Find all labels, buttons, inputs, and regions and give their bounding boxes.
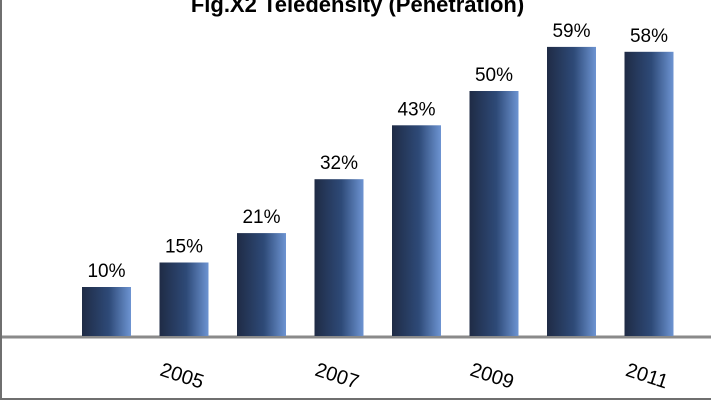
data-label-2004: 10% <box>87 261 125 282</box>
bar-2010 <box>547 46 596 337</box>
data-label-2006: 21% <box>242 207 280 228</box>
data-label-2005: 15% <box>165 237 203 258</box>
bar-2004 <box>82 287 131 336</box>
x-tick-label-2011: 2011 <box>623 359 671 393</box>
data-label-2011: 58% <box>630 26 668 47</box>
bar-2008 <box>392 125 441 336</box>
bar-2006 <box>237 233 286 336</box>
chart-title: Fig.X2 Teledensity (Penetration) <box>190 0 525 17</box>
data-label-2009: 50% <box>475 65 513 86</box>
bar-2007 <box>314 179 364 336</box>
x-tick-label-2009: 2009 <box>467 359 516 394</box>
bar-2005 <box>159 262 209 336</box>
x-tick-label-2007: 2007 <box>312 359 361 394</box>
data-label-2007: 32% <box>320 153 358 174</box>
data-label-2010: 59% <box>552 21 590 42</box>
data-label-2008: 43% <box>397 99 435 120</box>
bar-2009 <box>469 91 519 336</box>
x-tick-label-2005: 2005 <box>157 359 206 394</box>
bar-2011 <box>624 51 674 337</box>
